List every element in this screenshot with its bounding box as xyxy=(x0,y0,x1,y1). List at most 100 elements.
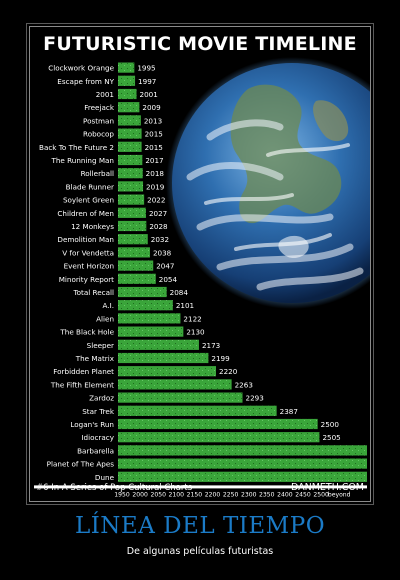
bar xyxy=(118,326,184,337)
x-tick-label: 2500 xyxy=(313,491,329,498)
bar xyxy=(118,366,217,377)
bar xyxy=(118,471,367,482)
value-label: 1995 xyxy=(137,64,155,73)
bar xyxy=(118,300,173,311)
value-label: 2387 xyxy=(280,407,298,416)
bar xyxy=(118,88,137,100)
value-label: 2084 xyxy=(170,288,189,297)
bar xyxy=(118,220,147,232)
value-label: 2122 xyxy=(183,314,201,323)
x-tick-label: beyond xyxy=(328,491,351,498)
value-label: 2220 xyxy=(219,367,238,376)
bar xyxy=(118,405,277,416)
x-tick-label: 1950 xyxy=(114,491,130,498)
bar xyxy=(118,418,318,430)
bar xyxy=(118,273,156,284)
value-label: 2293 xyxy=(246,394,264,403)
site-credit: DANMETH.COM xyxy=(290,482,364,493)
value-label: 2130 xyxy=(186,328,205,337)
bar xyxy=(118,432,320,443)
bar xyxy=(118,339,199,350)
category-label: Forbidden Planet xyxy=(53,367,114,376)
category-label: Dune xyxy=(95,473,115,482)
poster-subheading: De algunas películas futuristas xyxy=(126,546,274,557)
bar xyxy=(118,313,181,324)
value-label: 2054 xyxy=(159,275,178,284)
bar xyxy=(118,234,148,245)
x-tick-label: 2050 xyxy=(150,491,166,498)
category-label: Robocop xyxy=(83,130,114,139)
bar xyxy=(118,141,142,152)
bar xyxy=(118,247,150,258)
category-label: Barbarella xyxy=(77,446,114,455)
value-label: 1997 xyxy=(138,77,156,86)
bar xyxy=(118,75,136,86)
value-label: 2500 xyxy=(321,420,340,429)
earth-illustration xyxy=(166,57,370,309)
bar xyxy=(118,392,243,403)
category-label: The Fifth Element xyxy=(50,380,114,389)
value-label: 2028 xyxy=(149,222,168,231)
x-tick-label: 2200 xyxy=(205,491,221,498)
value-label: 2001 xyxy=(140,90,158,99)
bar xyxy=(118,168,143,179)
category-label: Escape from NY xyxy=(57,77,114,86)
bar xyxy=(118,458,367,469)
category-label: Star Trek xyxy=(82,407,115,416)
timeline-chart: Clockwork Orange 1995 Escape from NY 1997 20… xyxy=(34,57,370,498)
value-label: 2013 xyxy=(144,116,162,125)
category-label: Clockwork Orange xyxy=(48,64,114,73)
value-label: 2173 xyxy=(202,341,220,350)
series-caption: #6 In A Series of Pop Cultural Charts xyxy=(36,483,193,493)
category-label: Zardoz xyxy=(89,394,114,403)
value-label: 2101 xyxy=(176,301,194,310)
value-label: 2015 xyxy=(145,143,163,152)
chart-title: FUTURISTIC MOVIE TIMELINE xyxy=(43,33,357,55)
x-tick-label: 2300 xyxy=(241,491,257,498)
poster-heading: LÍNEA DEL TIEMPO xyxy=(74,513,326,539)
category-label: Postman xyxy=(83,116,114,125)
category-label: Logan's Run xyxy=(70,420,114,429)
bar xyxy=(118,102,140,113)
x-tick-label: 2400 xyxy=(277,491,293,498)
category-label: Event Horizon xyxy=(64,262,114,271)
value-label: 2199 xyxy=(211,354,230,363)
category-label: A.I. xyxy=(103,301,114,310)
category-label: Alien xyxy=(96,314,114,323)
value-label: 2038 xyxy=(153,248,172,257)
x-tick-label: 2000 xyxy=(132,491,148,498)
bar xyxy=(118,260,154,271)
value-label: 2032 xyxy=(151,235,169,244)
bar xyxy=(118,445,367,456)
bar xyxy=(118,286,167,298)
category-label: Total Recall xyxy=(72,288,114,297)
category-label: The Black Hole xyxy=(59,328,114,337)
bar xyxy=(118,379,232,390)
x-tick-label: 2250 xyxy=(223,491,239,498)
category-label: The Matrix xyxy=(75,354,115,363)
x-tick-label: 2100 xyxy=(169,491,185,498)
bar xyxy=(118,207,146,218)
bar xyxy=(118,194,145,205)
value-label: 2027 xyxy=(149,209,167,218)
value-label: 2047 xyxy=(156,262,174,271)
x-tick-label: 2350 xyxy=(259,491,275,498)
value-label: 2022 xyxy=(147,196,165,205)
x-tick-label: 2450 xyxy=(295,491,311,498)
bar xyxy=(118,181,144,192)
category-label: 12 Monkeys xyxy=(71,222,114,231)
category-label: The Running Man xyxy=(50,156,114,165)
value-label: 2017 xyxy=(145,156,163,165)
poster-frame: Clockwork Orange 1995 Escape from NY 1997 20… xyxy=(30,27,370,501)
category-label: V for Vendetta xyxy=(62,248,114,257)
bar xyxy=(118,62,135,73)
category-label: Freejack xyxy=(84,103,115,112)
category-label: Planet of The Apes xyxy=(47,460,115,469)
bar xyxy=(118,352,209,364)
x-tick-label: 2150 xyxy=(187,491,203,498)
bar xyxy=(118,115,141,126)
category-label: Blade Runner xyxy=(66,182,114,191)
category-label: Rollerball xyxy=(81,169,114,178)
value-label: 2018 xyxy=(146,169,165,178)
x-axis-line xyxy=(34,485,367,489)
